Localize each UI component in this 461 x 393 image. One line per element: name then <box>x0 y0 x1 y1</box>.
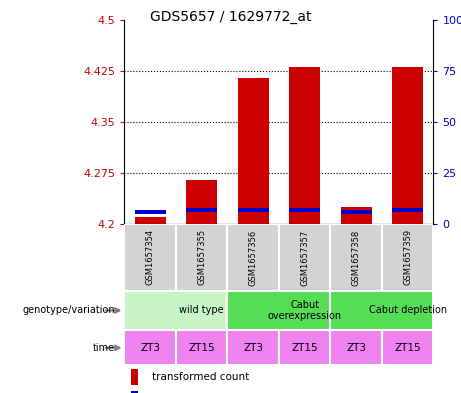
Bar <box>341 207 372 224</box>
Bar <box>227 330 279 365</box>
Text: GSM1657354: GSM1657354 <box>146 230 155 285</box>
Text: GDS5657 / 1629772_at: GDS5657 / 1629772_at <box>150 10 311 24</box>
Text: ZT3: ZT3 <box>346 343 366 353</box>
Bar <box>279 330 331 365</box>
Text: transformed count: transformed count <box>152 372 249 382</box>
Bar <box>289 67 320 224</box>
Text: Cabut depletion: Cabut depletion <box>368 305 447 316</box>
Text: ZT15: ZT15 <box>189 343 215 353</box>
Text: ZT15: ZT15 <box>291 343 318 353</box>
Text: wild type: wild type <box>179 305 224 316</box>
Bar <box>135 217 165 224</box>
Bar <box>331 224 382 291</box>
Bar <box>331 330 382 365</box>
Bar <box>392 67 423 224</box>
Text: time: time <box>93 343 115 353</box>
Bar <box>238 77 269 224</box>
Text: GSM1657358: GSM1657358 <box>352 229 361 286</box>
Text: GSM1657356: GSM1657356 <box>248 229 258 286</box>
Text: GSM1657357: GSM1657357 <box>300 229 309 286</box>
Bar <box>176 224 227 291</box>
Bar <box>176 330 227 365</box>
Bar <box>124 291 227 330</box>
Text: genotype/variation: genotype/variation <box>23 305 115 316</box>
Text: GSM1657355: GSM1657355 <box>197 230 206 285</box>
Bar <box>135 210 165 215</box>
Bar <box>130 369 138 385</box>
Text: GSM1657359: GSM1657359 <box>403 230 412 285</box>
Bar <box>130 391 138 393</box>
Bar <box>331 291 433 330</box>
Bar <box>227 291 331 330</box>
Text: ZT15: ZT15 <box>394 343 421 353</box>
Bar <box>186 180 217 224</box>
Bar <box>341 210 372 214</box>
Bar <box>289 208 320 212</box>
Bar <box>382 330 433 365</box>
Bar <box>227 224 279 291</box>
Text: ZT3: ZT3 <box>140 343 160 353</box>
Bar <box>279 224 331 291</box>
Bar <box>124 330 176 365</box>
Bar <box>238 208 269 212</box>
Text: ZT3: ZT3 <box>243 343 263 353</box>
Text: Cabut
overexpression: Cabut overexpression <box>267 300 342 321</box>
Bar <box>186 208 217 212</box>
Bar <box>124 224 176 291</box>
Bar <box>382 224 433 291</box>
Bar <box>392 208 423 212</box>
